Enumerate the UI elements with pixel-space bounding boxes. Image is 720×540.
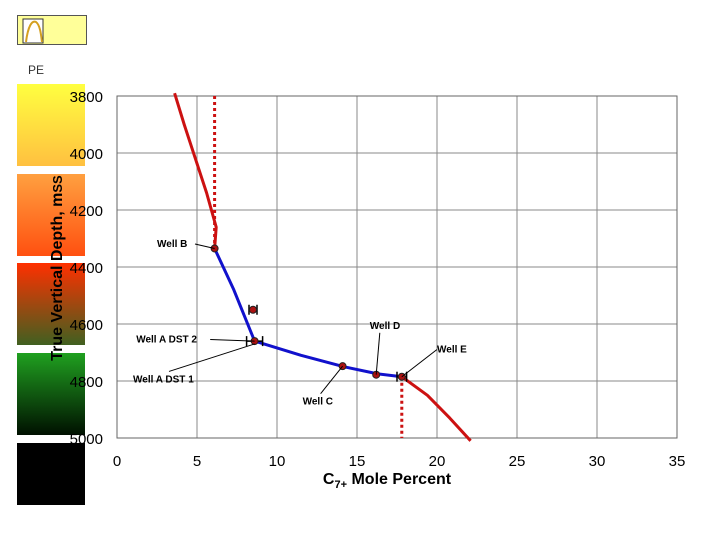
x-tick-label: 20 xyxy=(429,453,446,470)
data-point xyxy=(249,305,257,314)
annotation-label: Well B xyxy=(157,239,187,250)
x-tick-label: 0 xyxy=(113,453,121,470)
red-block xyxy=(17,263,85,345)
annotation-leader xyxy=(210,339,255,342)
annotation-label: Well D xyxy=(370,321,400,332)
logo-graphic xyxy=(22,18,44,44)
y-tick-label: 4200 xyxy=(70,203,103,220)
logo xyxy=(17,15,87,45)
annotation-leader xyxy=(194,243,215,249)
tick-labels: 0 5 10 15 20 25 30 35 3800 4000 4200 4400 4600 4800 50… xyxy=(70,89,686,470)
y-tick-label: 4400 xyxy=(70,260,103,277)
series-red-curve-lower xyxy=(400,375,472,442)
plot-frame xyxy=(116,95,678,439)
annotation-leader xyxy=(168,343,255,372)
black-block xyxy=(17,443,85,505)
x-axis-title: C7+ Mole Percent xyxy=(323,471,452,491)
annotation-label: Well E xyxy=(437,345,467,356)
logo-text: PE xyxy=(28,63,45,77)
annotation-label: Well A DST 2 xyxy=(136,335,197,346)
x-tick-label: 30 xyxy=(589,453,606,470)
x-tick-label: 15 xyxy=(349,453,366,470)
orange-block xyxy=(17,174,85,256)
y-tick-label: 3800 xyxy=(70,89,103,106)
y-tick-label: 4000 xyxy=(70,146,103,163)
green-block xyxy=(17,353,85,435)
chart-background xyxy=(86,86,686,506)
annotation-leader xyxy=(401,349,438,378)
y-tick-label: 5000 xyxy=(70,431,103,448)
side-decoration: PE xyxy=(0,0,87,540)
x-tick-label: 10 xyxy=(269,453,286,470)
annotation-label: Well C xyxy=(303,397,333,408)
x-tick-label: 5 xyxy=(193,453,201,470)
annotations: Well B Well A DST 2 Well A DST 1 Well C Well… xyxy=(133,239,467,408)
y-axis-title: True Vertical Depth, mSS xyxy=(49,175,66,361)
x-tick-label: 35 xyxy=(669,453,686,470)
x-tick-label: 25 xyxy=(509,453,526,470)
y-tick-label: 4600 xyxy=(70,317,103,334)
grid xyxy=(116,95,678,439)
logo-curve xyxy=(25,20,43,43)
annotation-label: Well A DST 1 xyxy=(133,374,194,385)
annotation-leader xyxy=(320,365,343,394)
annotation-leader xyxy=(375,332,381,375)
y-tick-label: 4800 xyxy=(70,374,103,391)
yellow-block xyxy=(17,84,85,166)
